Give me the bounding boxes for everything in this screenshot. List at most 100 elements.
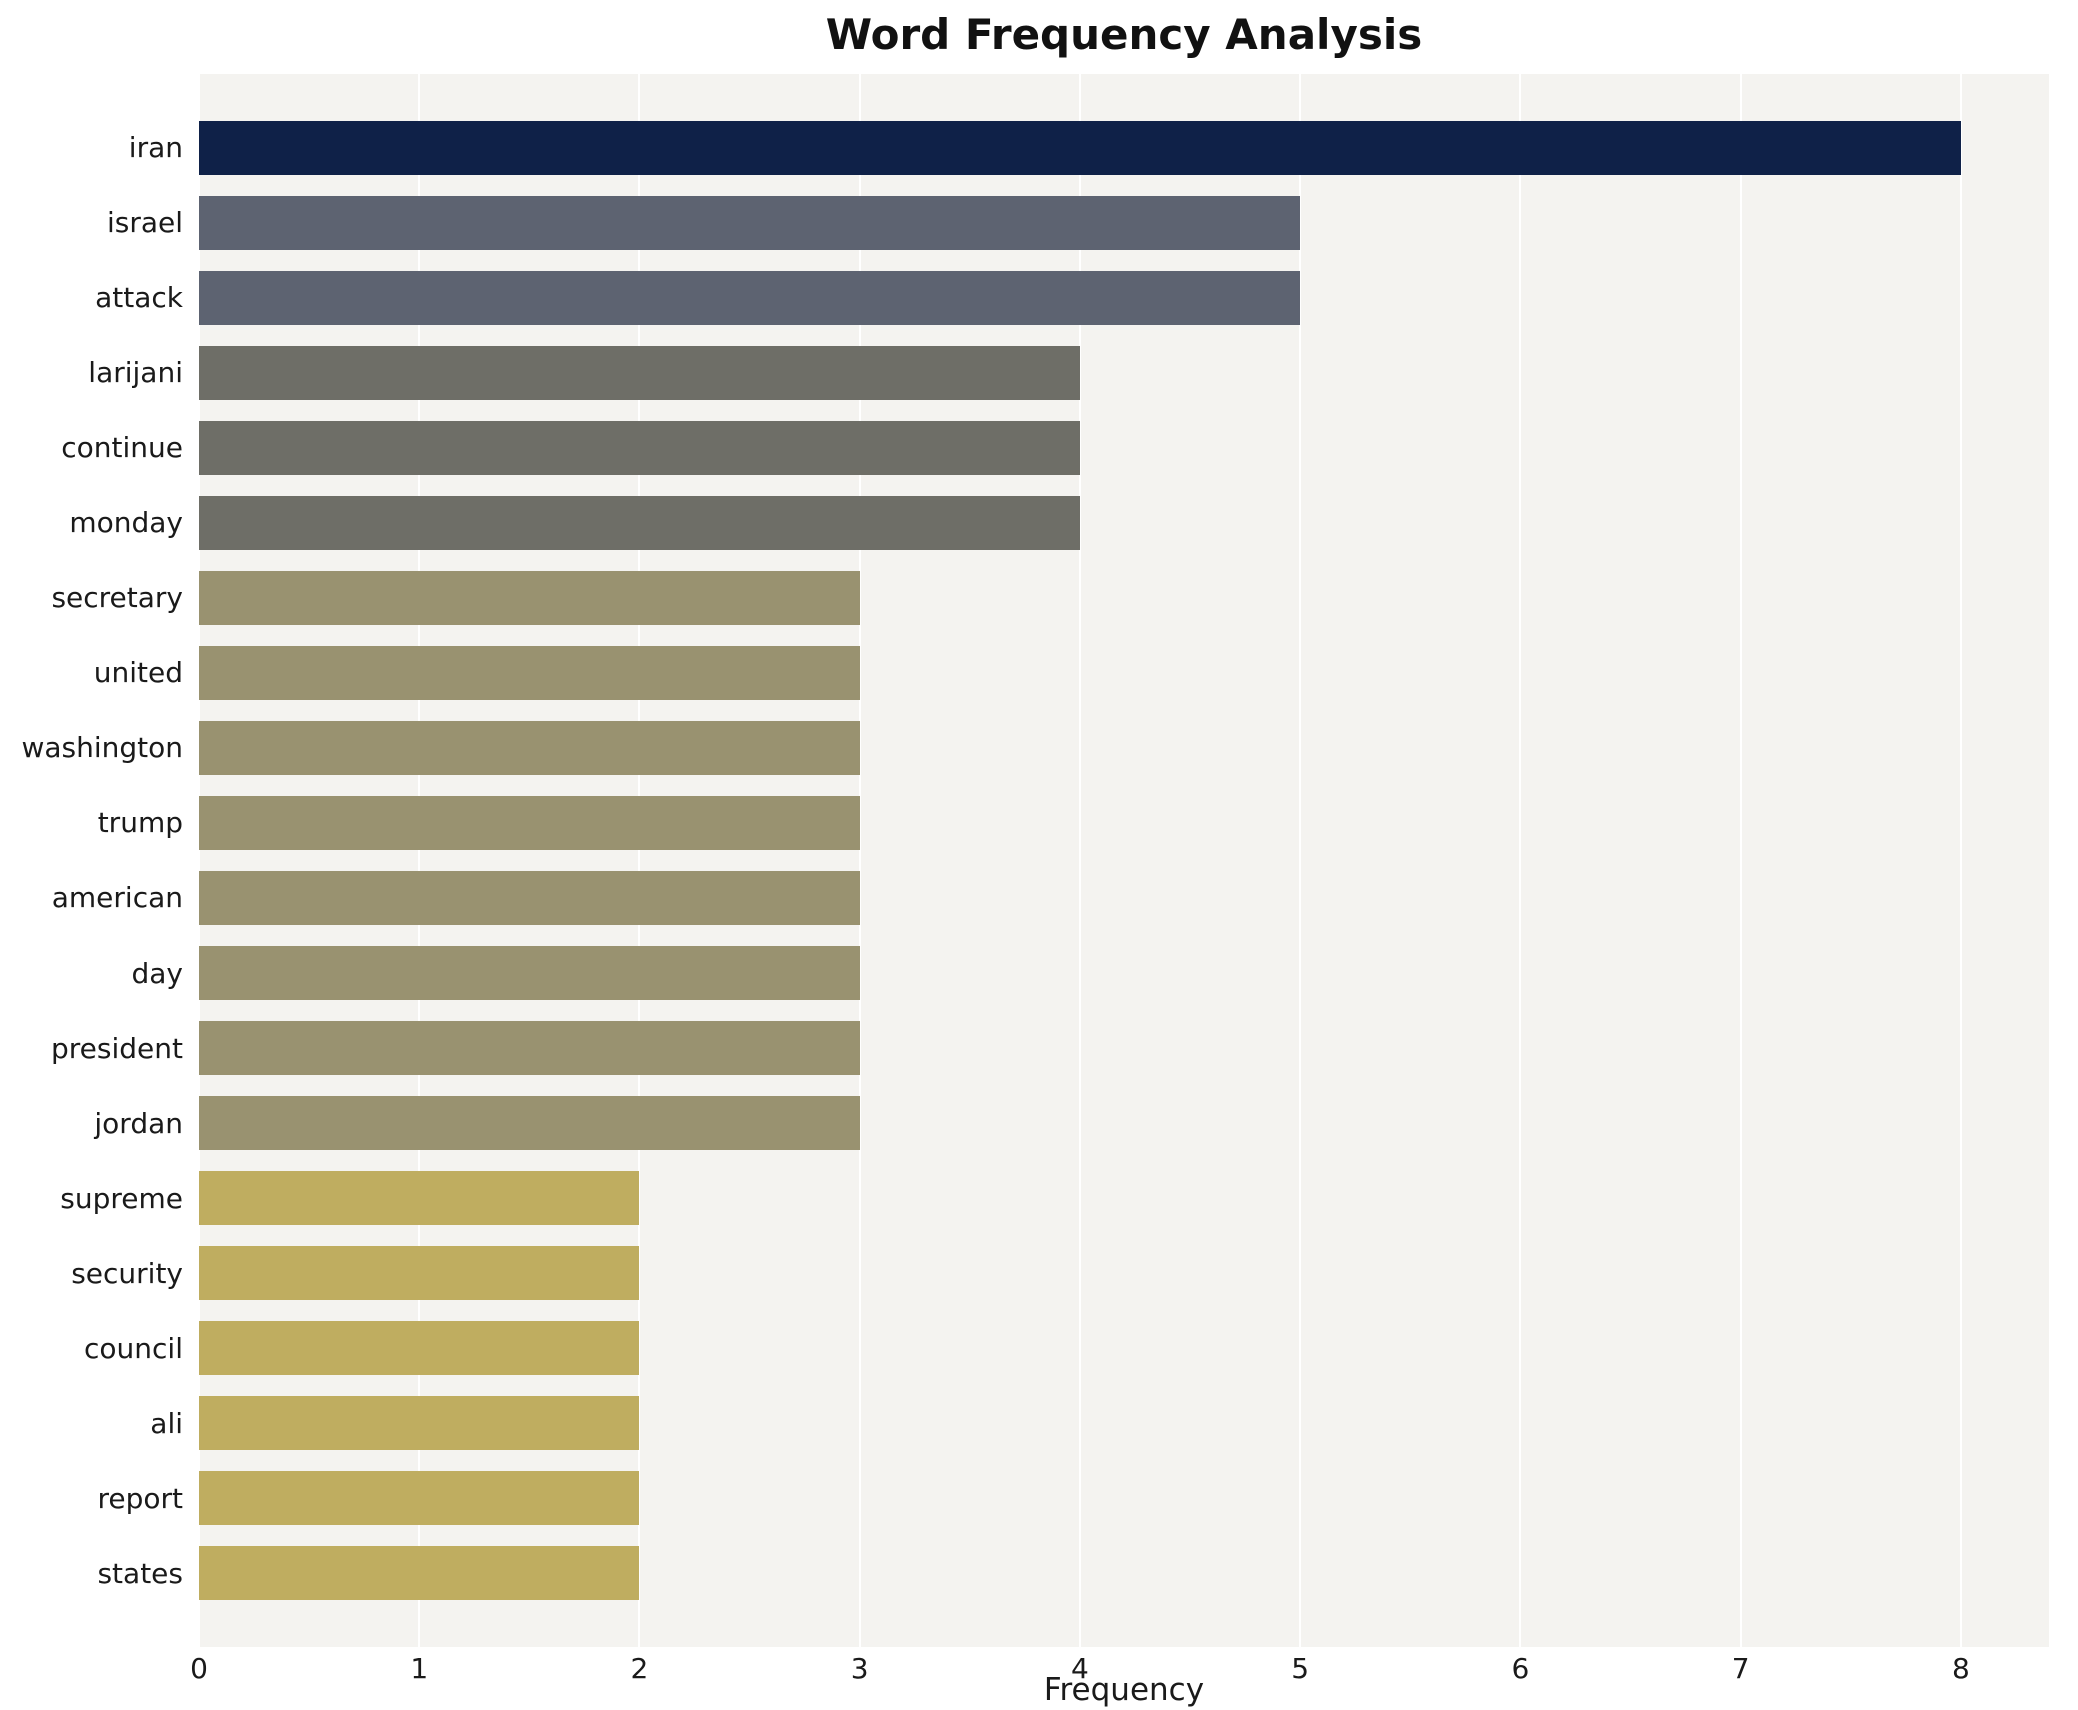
bar-track [199, 185, 2049, 260]
bar-row: secretary [0, 560, 2049, 635]
bar-row: jordan [0, 1086, 2049, 1161]
x-tick-label: 8 [1951, 1652, 1970, 1685]
gridline [858, 74, 861, 1647]
bar-track [199, 635, 2049, 710]
bar-row: states [0, 1536, 2049, 1611]
x-tick-label: 6 [1511, 1652, 1530, 1685]
category-label: council [84, 1331, 183, 1365]
bar-track [199, 1311, 2049, 1386]
gridline [1739, 74, 1742, 1647]
bar [199, 645, 860, 700]
category-label: washington [21, 731, 183, 765]
category-label: continue [61, 431, 183, 465]
x-axis-ticks: 0 1 2 3 4 5 6 7 8 [190, 1652, 2049, 1688]
bar-track [199, 1461, 2049, 1536]
bar [199, 720, 860, 775]
bar [199, 1546, 640, 1601]
category-label: ali [150, 1406, 183, 1440]
bar-row: united [0, 635, 2049, 710]
bar [199, 795, 860, 850]
bar-row: monday [0, 485, 2049, 560]
bar [199, 195, 1301, 250]
bar-track [199, 1236, 2049, 1311]
category-label: attack [95, 281, 183, 315]
category-label: day [131, 956, 183, 990]
bar-row: attack [0, 260, 2049, 335]
bar-row: council [0, 1311, 2049, 1386]
bar-row: ali [0, 1386, 2049, 1461]
gridline [1519, 74, 1522, 1647]
bar-track [199, 110, 2049, 185]
gridline [198, 74, 200, 1647]
bar [199, 1021, 860, 1076]
bar-track [199, 936, 2049, 1011]
x-tick-label: 4 [1071, 1652, 1089, 1685]
bar [199, 270, 1301, 325]
bar-row: larijani [0, 335, 2049, 410]
category-label: jordan [94, 1106, 183, 1140]
bar [199, 946, 860, 1001]
bar-rows: iran israel attack larijani continue monday se… [0, 74, 2049, 1647]
bar-track [199, 1161, 2049, 1236]
bar-track [199, 1011, 2049, 1086]
category-label: secretary [51, 581, 183, 615]
bar-row: report [0, 1461, 2049, 1536]
gridline [638, 74, 641, 1647]
category-label: united [93, 656, 183, 690]
bar-row: security [0, 1236, 2049, 1311]
bar-row: washington [0, 710, 2049, 785]
category-label: american [51, 881, 183, 915]
x-tick-label: 5 [1291, 1652, 1310, 1685]
bar-track [199, 1386, 2049, 1461]
category-label: israel [106, 206, 183, 240]
bar-track [199, 785, 2049, 860]
category-label: larijani [88, 356, 183, 390]
category-label: iran [128, 131, 183, 165]
bar [199, 1396, 640, 1451]
gridline [418, 74, 421, 1647]
bar-row: american [0, 860, 2049, 935]
bar-row: day [0, 936, 2049, 1011]
bar [199, 1096, 860, 1151]
bar-track [199, 1536, 2049, 1611]
bar [199, 120, 1961, 175]
gridline [1959, 74, 1962, 1647]
x-tick-label: 2 [630, 1652, 649, 1685]
bar-row: israel [0, 185, 2049, 260]
bar [199, 1321, 640, 1376]
category-label: president [51, 1031, 183, 1065]
bar-row: president [0, 1011, 2049, 1086]
bar-row: trump [0, 785, 2049, 860]
bar-track [199, 560, 2049, 635]
plot-area [198, 74, 2049, 1647]
bar [199, 570, 860, 625]
chart-title: Word Frequency Analysis [825, 10, 1423, 59]
bar-track [199, 710, 2049, 785]
bar-track [199, 485, 2049, 560]
bar-row: iran [0, 110, 2049, 185]
category-label: report [97, 1481, 183, 1515]
gridline [1299, 74, 1302, 1647]
category-label: monday [69, 506, 183, 540]
bar [199, 870, 860, 925]
bar [199, 1246, 640, 1301]
x-tick-label: 1 [410, 1652, 429, 1685]
bar [199, 1471, 640, 1526]
bar [199, 1171, 640, 1226]
x-tick-label: 3 [850, 1652, 869, 1685]
x-tick-label: 7 [1731, 1652, 1750, 1685]
bar-track [199, 860, 2049, 935]
bar [199, 345, 1080, 400]
bar-track [199, 335, 2049, 410]
x-tick-label: 0 [190, 1652, 208, 1685]
bar-row: supreme [0, 1161, 2049, 1236]
category-label: supreme [60, 1181, 183, 1215]
bar-track [199, 410, 2049, 485]
category-label: security [71, 1256, 183, 1290]
category-label: states [97, 1556, 183, 1590]
bar-track [199, 260, 2049, 335]
bar-track [199, 1086, 2049, 1161]
x-axis-title: Frequency [1043, 1672, 1205, 1708]
bar [199, 420, 1080, 475]
